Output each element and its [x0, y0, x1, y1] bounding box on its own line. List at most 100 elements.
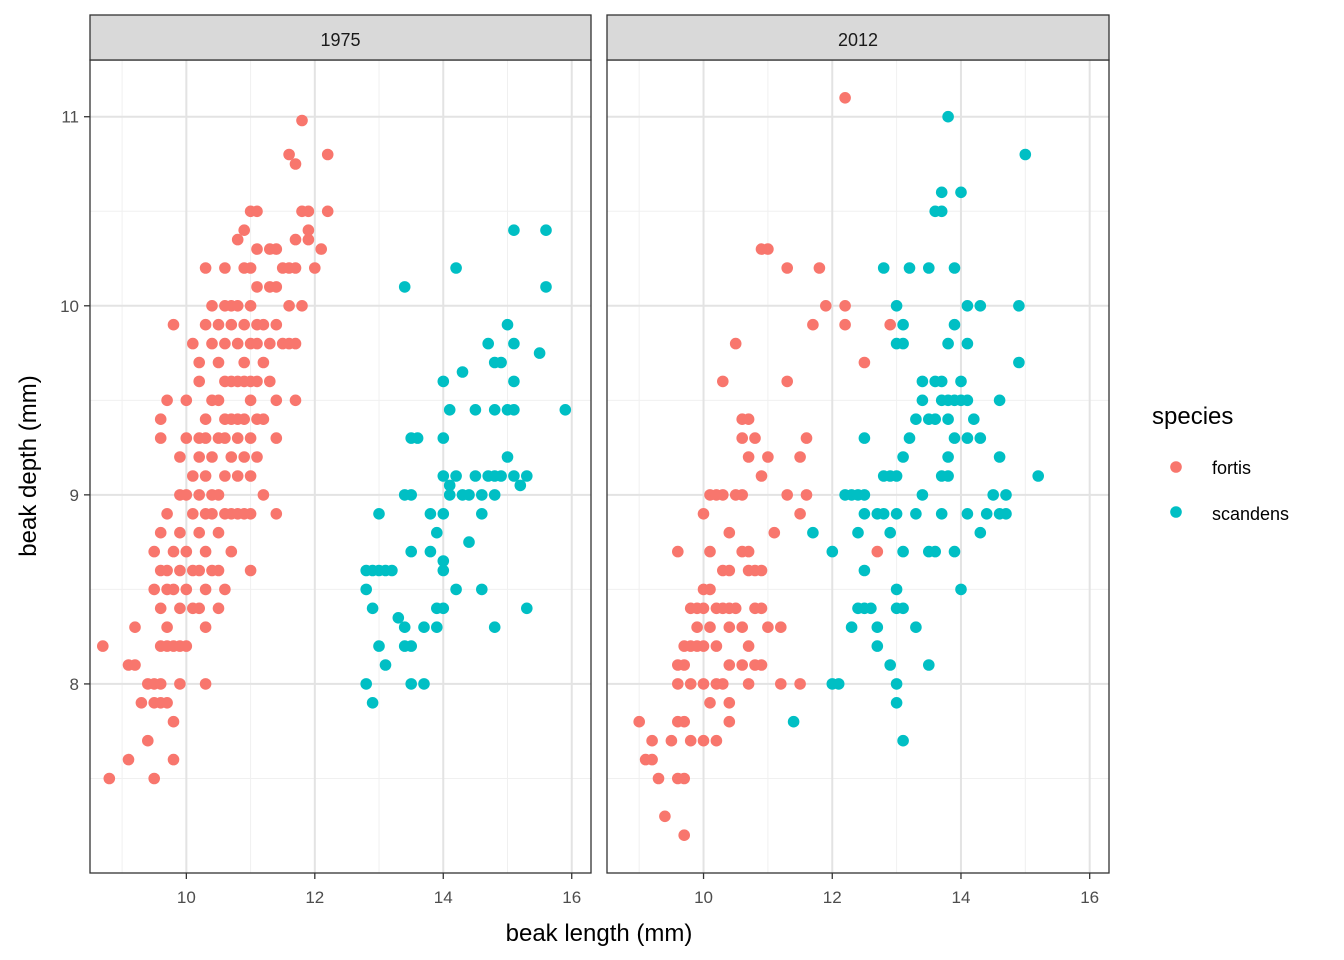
data-point-fortis: [723, 526, 736, 539]
data-point-fortis: [820, 300, 832, 312]
data-point-fortis: [154, 526, 167, 539]
panels-layer: 1975 10 12 14 16 8 9 10 11 2012 10 12 14 16: [60, 14, 1110, 907]
data-point-fortis: [103, 772, 116, 785]
data-point-scandens: [1000, 508, 1012, 520]
data-point-scandens: [488, 489, 501, 501]
legend-label-fortis: fortis: [1212, 458, 1251, 478]
data-point-scandens: [437, 375, 450, 388]
data-point-scandens: [476, 583, 488, 596]
data-point-scandens: [495, 356, 507, 369]
data-point-fortis: [871, 545, 884, 558]
data-point-scandens: [366, 697, 379, 709]
data-point-fortis: [302, 224, 315, 236]
data-point-scandens: [961, 300, 974, 312]
data-point-scandens: [501, 451, 514, 463]
x-tick-label: 10: [694, 888, 713, 907]
data-point-fortis: [289, 337, 302, 350]
data-point-fortis: [129, 621, 141, 633]
data-point-scandens: [935, 508, 948, 520]
data-point-fortis: [742, 678, 755, 690]
data-point-fortis: [652, 772, 665, 785]
data-point-fortis: [174, 451, 186, 463]
data-point-scandens: [890, 300, 903, 312]
data-point-fortis: [794, 678, 806, 690]
data-point-fortis: [697, 640, 710, 652]
data-point-fortis: [251, 281, 263, 293]
data-point-fortis: [729, 602, 742, 615]
data-point-fortis: [781, 489, 793, 501]
data-point-fortis: [199, 545, 212, 558]
data-point-fortis: [161, 697, 173, 709]
data-point-fortis: [813, 262, 826, 274]
data-point-scandens: [521, 602, 533, 615]
data-point-fortis: [244, 300, 257, 312]
data-point-scandens: [858, 432, 871, 444]
data-point-fortis: [199, 413, 212, 426]
data-point-scandens: [890, 697, 903, 709]
data-point-fortis: [244, 564, 257, 577]
data-point-scandens: [501, 318, 514, 331]
data-point-fortis: [736, 621, 748, 633]
data-point-scandens: [948, 432, 961, 444]
data-point-scandens: [424, 508, 437, 520]
data-point-fortis: [723, 697, 736, 709]
data-point-scandens: [437, 602, 450, 615]
data-point-scandens: [431, 621, 443, 633]
data-point-fortis: [148, 545, 160, 558]
data-point-fortis: [193, 602, 205, 615]
data-point-scandens: [974, 432, 987, 444]
data-point-fortis: [781, 375, 793, 388]
data-point-fortis: [800, 489, 813, 501]
data-point-fortis: [238, 413, 250, 426]
data-point-fortis: [174, 564, 186, 577]
data-point-scandens: [1013, 300, 1025, 312]
data-point-scandens: [974, 526, 987, 539]
data-point-scandens: [508, 470, 520, 482]
data-point-scandens: [948, 262, 961, 274]
data-point-fortis: [723, 715, 736, 728]
facet-strip-label: 1975: [320, 30, 360, 50]
data-point-fortis: [633, 715, 645, 728]
data-point-scandens: [508, 337, 520, 350]
data-point-scandens: [476, 508, 488, 520]
data-point-fortis: [289, 158, 302, 170]
data-point-fortis: [270, 394, 283, 407]
data-point-scandens: [405, 545, 418, 558]
data-point-fortis: [775, 678, 787, 690]
data-point-scandens: [955, 186, 967, 199]
data-point-fortis: [678, 829, 690, 841]
data-point-fortis: [858, 356, 871, 369]
data-point-scandens: [961, 432, 974, 444]
data-point-fortis: [187, 508, 199, 520]
data-point-fortis: [193, 356, 205, 369]
data-point-fortis: [180, 489, 193, 501]
data-point-fortis: [167, 318, 180, 331]
data-point-scandens: [807, 526, 819, 539]
data-point-scandens: [897, 318, 909, 331]
data-point-scandens: [897, 451, 909, 463]
data-point-scandens: [942, 337, 954, 350]
data-point-fortis: [762, 451, 774, 463]
data-point-fortis: [736, 659, 748, 671]
data-point-scandens: [450, 262, 462, 274]
data-point-fortis: [257, 413, 270, 426]
data-point-fortis: [212, 318, 225, 331]
data-point-scandens: [1032, 470, 1044, 482]
data-point-fortis: [321, 148, 334, 161]
data-point-fortis: [212, 394, 225, 407]
data-point-fortis: [659, 810, 671, 823]
panel-2012: 2012 10 12 14 16: [606, 14, 1110, 907]
data-point-scandens: [787, 715, 800, 728]
data-point-fortis: [762, 621, 774, 633]
data-point-fortis: [781, 262, 793, 274]
data-point-fortis: [161, 621, 173, 633]
data-point-fortis: [231, 470, 244, 482]
legend-key-scandens: [1170, 506, 1182, 518]
data-point-fortis: [180, 545, 193, 558]
data-point-fortis: [238, 356, 250, 369]
data-point-scandens: [884, 526, 896, 539]
data-point-scandens: [993, 451, 1006, 463]
data-point-fortis: [193, 564, 205, 577]
data-point-fortis: [742, 640, 755, 652]
data-point-scandens: [961, 337, 974, 350]
